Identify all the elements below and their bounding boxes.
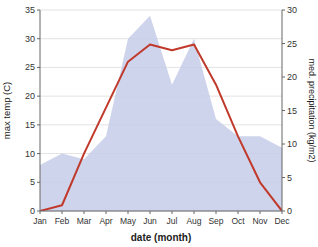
x-tick bbox=[128, 211, 129, 214]
y-tick-label: 10 bbox=[25, 149, 35, 159]
x-tick bbox=[172, 211, 173, 214]
x-tick-label: Jun bbox=[143, 216, 157, 226]
x-axis-label: date (month) bbox=[131, 232, 192, 243]
y-tick bbox=[37, 153, 40, 154]
x-tick-label: Mar bbox=[77, 216, 92, 226]
x-tick bbox=[62, 211, 63, 214]
y-tick-label: 15 bbox=[25, 120, 35, 130]
y2-tick-label: 25 bbox=[287, 39, 297, 49]
x-tick bbox=[282, 211, 283, 214]
x-tick-label: Oct bbox=[231, 216, 245, 226]
y-tick-label: 20 bbox=[25, 91, 35, 101]
y2-tick-label: 30 bbox=[287, 5, 297, 15]
y-tick-label: 25 bbox=[25, 62, 35, 72]
line bbox=[40, 44, 282, 211]
x-tick-label: Feb bbox=[55, 216, 70, 226]
x-tick bbox=[260, 211, 261, 214]
x-tick-label: Sep bbox=[208, 216, 223, 226]
axes: 0 5 10 15 20 25 30 35 0 5 10 15 20 25 30 Jan Feb Mar Apr Ma… bbox=[25, 5, 297, 226]
grid-line bbox=[40, 38, 282, 39]
x-tick bbox=[194, 211, 195, 214]
x-tick-label: May bbox=[120, 216, 137, 226]
grid bbox=[40, 10, 282, 211]
y-tick bbox=[37, 10, 40, 11]
area bbox=[40, 16, 282, 211]
y-tick bbox=[37, 182, 40, 183]
y-tick bbox=[37, 67, 40, 68]
y2-tick bbox=[282, 43, 285, 44]
y2-tick bbox=[282, 10, 285, 11]
y-tick-label: 35 bbox=[25, 5, 35, 15]
y-tick bbox=[37, 96, 40, 97]
y-tick-label: 0 bbox=[30, 206, 35, 216]
y2-tick bbox=[282, 110, 285, 111]
y-axis-label: max temp (C) bbox=[1, 82, 12, 140]
y-tick bbox=[37, 38, 40, 39]
x-tick-label: Aug bbox=[186, 216, 201, 226]
y2-tick bbox=[282, 77, 285, 78]
x-tick bbox=[216, 211, 217, 214]
x-tick-label: Jul bbox=[167, 216, 178, 226]
y2-tick-label: 0 bbox=[287, 206, 292, 216]
y-axis-line bbox=[40, 10, 41, 211]
x-tick bbox=[238, 211, 239, 214]
chart: 0 5 10 15 20 25 30 35 0 5 10 15 20 25 30 Jan Feb Mar Apr Ma… bbox=[0, 0, 318, 247]
y2-tick-label: 20 bbox=[287, 72, 297, 82]
x-tick bbox=[150, 211, 151, 214]
x-tick-label: Jan bbox=[33, 216, 47, 226]
x-tick-label: Apr bbox=[99, 216, 112, 226]
x-axis-line bbox=[40, 211, 282, 212]
y2-tick-label: 15 bbox=[287, 106, 297, 116]
y-tick-label: 5 bbox=[30, 177, 35, 187]
x-tick bbox=[40, 211, 41, 214]
x-tick-label: Dec bbox=[274, 216, 290, 226]
y2-tick bbox=[282, 177, 285, 178]
grid-line bbox=[40, 211, 282, 212]
y2-tick-label: 10 bbox=[287, 139, 297, 149]
y-tick-label: 30 bbox=[25, 34, 35, 44]
x-tick bbox=[84, 211, 85, 214]
x-tick-label: Nov bbox=[252, 216, 268, 226]
grid-line bbox=[40, 10, 282, 11]
plot-area bbox=[40, 16, 282, 211]
y2-tick bbox=[282, 144, 285, 145]
x-tick bbox=[106, 211, 107, 214]
y-tick bbox=[37, 124, 40, 125]
y2-tick-label: 5 bbox=[287, 173, 292, 183]
y2-axis-label: med. precipitation (kg/m2) bbox=[307, 58, 317, 162]
